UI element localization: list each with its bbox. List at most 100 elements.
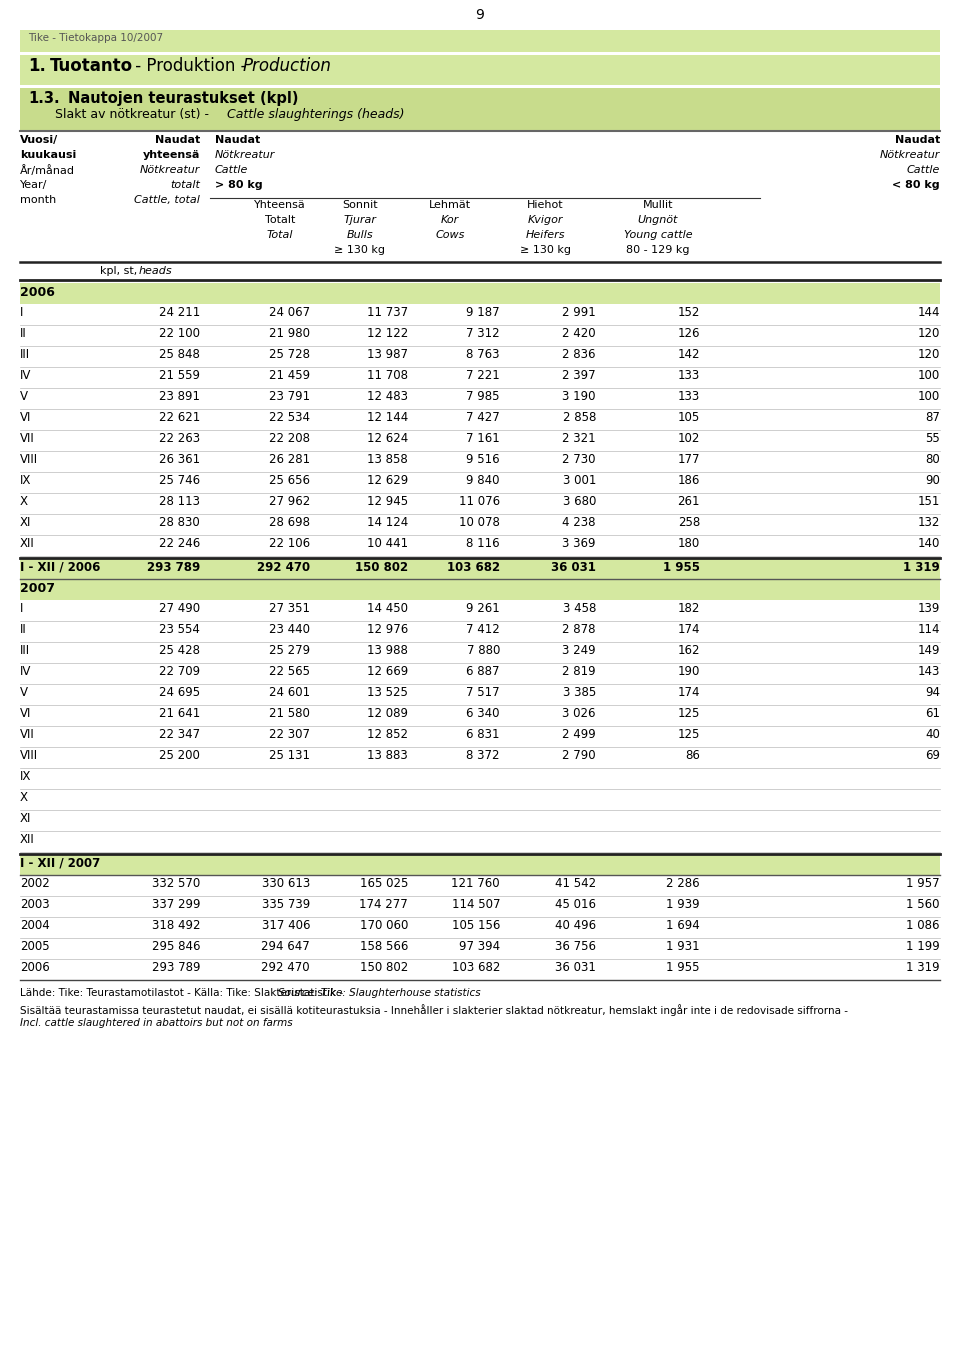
Text: V: V <box>20 685 28 699</box>
Text: < 80 kg: < 80 kg <box>893 180 940 191</box>
Text: 6 340: 6 340 <box>467 707 500 721</box>
Text: 13 987: 13 987 <box>367 347 408 361</box>
Text: 12 629: 12 629 <box>367 475 408 487</box>
Text: Ungnöt: Ungnöt <box>637 215 678 224</box>
Text: 332 570: 332 570 <box>152 877 200 890</box>
Text: 133: 133 <box>678 369 700 383</box>
Text: IV: IV <box>20 665 32 677</box>
Text: Cattle: Cattle <box>906 165 940 174</box>
Text: 25 728: 25 728 <box>269 347 310 361</box>
Text: 22 307: 22 307 <box>269 727 310 741</box>
Text: 2 858: 2 858 <box>563 411 596 425</box>
Text: 12 852: 12 852 <box>367 727 408 741</box>
Text: 1 560: 1 560 <box>906 898 940 911</box>
Text: 10 078: 10 078 <box>459 516 500 529</box>
Text: VIII: VIII <box>20 749 38 763</box>
Text: IX: IX <box>20 771 32 783</box>
Text: 120: 120 <box>918 327 940 339</box>
Text: - Produktion -: - Produktion - <box>130 57 252 74</box>
Text: 25 200: 25 200 <box>159 749 200 763</box>
Text: Sisältää teurastamissa teurastetut naudat, ei sisällä kotiteurastuksia - Innehål: Sisältää teurastamissa teurastetut nauda… <box>20 1005 848 1015</box>
Text: 12 144: 12 144 <box>367 411 408 425</box>
Text: 80: 80 <box>925 453 940 466</box>
Text: 27 351: 27 351 <box>269 602 310 615</box>
Text: 28 113: 28 113 <box>159 495 200 508</box>
Text: 61: 61 <box>925 707 940 721</box>
Text: 3 680: 3 680 <box>563 495 596 508</box>
Text: 150 802: 150 802 <box>360 961 408 973</box>
Text: Vuosi/: Vuosi/ <box>20 135 59 145</box>
Text: 9 516: 9 516 <box>467 453 500 466</box>
Text: 100: 100 <box>918 389 940 403</box>
Text: 22 208: 22 208 <box>269 433 310 445</box>
Text: 41 542: 41 542 <box>555 877 596 890</box>
Text: Lähde: Tike: Teurastamotilastot - Källa: Tike: Slakteristatistik -: Lähde: Tike: Teurastamotilastot - Källa:… <box>20 988 347 998</box>
Text: 45 016: 45 016 <box>555 898 596 911</box>
Text: 55: 55 <box>925 433 940 445</box>
Text: 11 708: 11 708 <box>367 369 408 383</box>
Text: Production: Production <box>243 57 332 74</box>
Text: 12 945: 12 945 <box>367 495 408 508</box>
Text: 12 976: 12 976 <box>367 623 408 635</box>
Text: 2 420: 2 420 <box>563 327 596 339</box>
Text: ≥ 130 kg: ≥ 130 kg <box>334 245 386 256</box>
Text: 22 565: 22 565 <box>269 665 310 677</box>
Text: 2005: 2005 <box>20 940 50 953</box>
Text: 11 737: 11 737 <box>367 306 408 319</box>
Text: 7 221: 7 221 <box>467 369 500 383</box>
Text: 26 281: 26 281 <box>269 453 310 466</box>
Text: IV: IV <box>20 369 32 383</box>
Text: 7 412: 7 412 <box>467 623 500 635</box>
Text: 86: 86 <box>685 749 700 763</box>
Text: 1 694: 1 694 <box>666 919 700 932</box>
Text: Kvigor: Kvigor <box>527 215 563 224</box>
Text: 2006: 2006 <box>20 287 55 299</box>
Text: 174: 174 <box>678 623 700 635</box>
Text: 114 507: 114 507 <box>451 898 500 911</box>
Text: 139: 139 <box>918 602 940 615</box>
Text: 22 534: 22 534 <box>269 411 310 425</box>
Text: 24 601: 24 601 <box>269 685 310 699</box>
Text: 9 840: 9 840 <box>467 475 500 487</box>
Text: 7 517: 7 517 <box>467 685 500 699</box>
Text: 87: 87 <box>925 411 940 425</box>
Text: 3 458: 3 458 <box>563 602 596 615</box>
Text: 100: 100 <box>918 369 940 383</box>
Text: 28 698: 28 698 <box>269 516 310 529</box>
Text: 13 525: 13 525 <box>367 685 408 699</box>
Text: Cattle slaughterings (heads): Cattle slaughterings (heads) <box>227 108 404 120</box>
Text: 14 450: 14 450 <box>367 602 408 615</box>
Text: 2007: 2007 <box>20 581 55 595</box>
Text: 12 483: 12 483 <box>367 389 408 403</box>
Text: Tuotanto: Tuotanto <box>50 57 133 74</box>
Text: 22 100: 22 100 <box>159 327 200 339</box>
Text: 1 319: 1 319 <box>903 561 940 575</box>
Text: 1 199: 1 199 <box>906 940 940 953</box>
Text: Mullit: Mullit <box>643 200 673 210</box>
Text: 126: 126 <box>678 327 700 339</box>
Text: 21 641: 21 641 <box>158 707 200 721</box>
Text: 6 831: 6 831 <box>467 727 500 741</box>
Text: 36 031: 36 031 <box>555 961 596 973</box>
Text: 121 760: 121 760 <box>451 877 500 890</box>
Text: Nötkreatur: Nötkreatur <box>215 150 276 160</box>
Text: 80 - 129 kg: 80 - 129 kg <box>626 245 689 256</box>
Text: 317 406: 317 406 <box>261 919 310 932</box>
Text: 7 161: 7 161 <box>467 433 500 445</box>
Text: 158 566: 158 566 <box>360 940 408 953</box>
Text: 8 116: 8 116 <box>467 537 500 550</box>
Text: 293 789: 293 789 <box>147 561 200 575</box>
Text: totalt: totalt <box>170 180 200 191</box>
Text: 22 709: 22 709 <box>158 665 200 677</box>
Text: 3 369: 3 369 <box>563 537 596 550</box>
Text: 25 279: 25 279 <box>269 644 310 657</box>
Text: 261: 261 <box>678 495 700 508</box>
Bar <box>20 579 940 600</box>
Text: 2003: 2003 <box>20 898 50 911</box>
Text: 4 238: 4 238 <box>563 516 596 529</box>
Text: Cows: Cows <box>435 230 465 241</box>
Text: 3 001: 3 001 <box>563 475 596 487</box>
Text: 151: 151 <box>918 495 940 508</box>
Text: 105 156: 105 156 <box>451 919 500 932</box>
Text: VII: VII <box>20 433 35 445</box>
